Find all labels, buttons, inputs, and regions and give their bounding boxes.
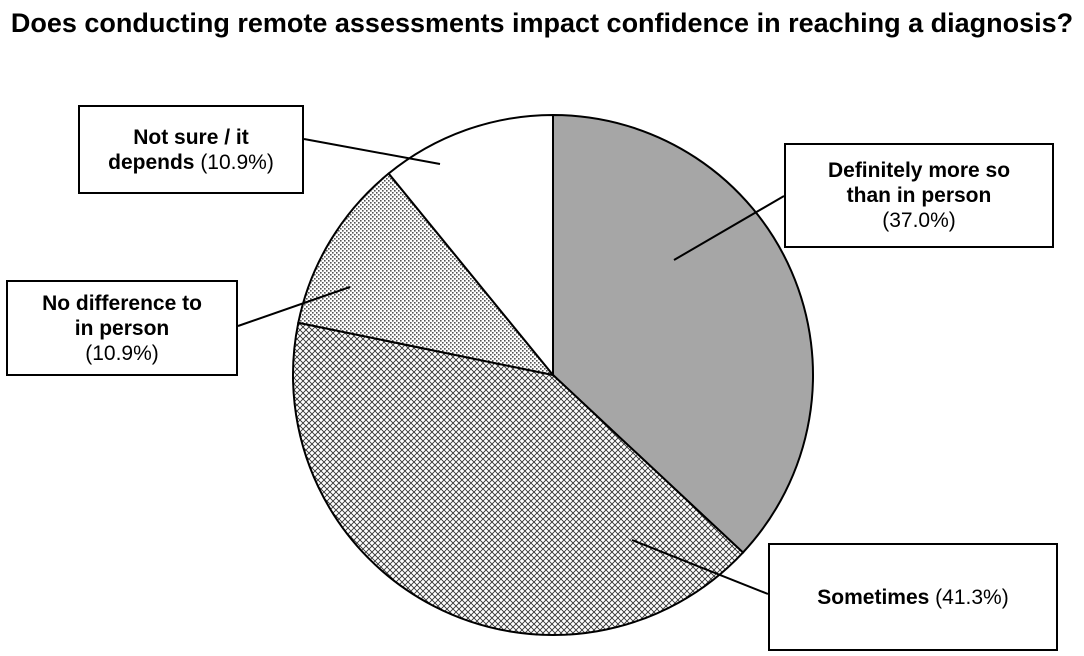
callout-no-difference-value: (10.9%) (85, 341, 159, 365)
callout-sometimes-label: Sometimes (817, 585, 930, 609)
callout-sometimes-value: (41.3%) (929, 585, 1009, 609)
leader-line-sometimes (631, 539, 769, 595)
callout-no-difference-line2: in person (74, 316, 170, 340)
callout-no-difference: No difference to in person (10.9%) (6, 280, 238, 376)
chart-title-text: Does conducting remote assessments impac… (10, 8, 1074, 38)
chart-title: Does conducting remote assessments impac… (0, 6, 1084, 40)
callout-definitely-line2: than in person (846, 184, 992, 207)
callout-not-sure-value: (10.9%) (194, 150, 274, 174)
pie-slice-sometimes (292, 321, 745, 636)
callout-definitely-value: (37.0%) (882, 209, 956, 232)
callout-sometimes: Sometimes (41.3%) (768, 543, 1058, 651)
pie-slice-not-sure-it-depends (387, 113, 554, 378)
pie-slice-no-difference-to-in-person (297, 172, 556, 377)
leader-line-not-sure (303, 138, 441, 165)
callout-no-difference-line1: No difference to (42, 291, 202, 315)
leader-line-definitely (673, 195, 785, 261)
callout-not-sure: Not sure / it depends (10.9%) (78, 105, 304, 194)
callout-definitely: Definitely more so than in person (37.0%… (784, 143, 1054, 248)
leader-line-no-difference (237, 286, 351, 327)
callout-not-sure-line1: Not sure / it (133, 125, 249, 149)
pie-slice-definitely-more-so-than-in-person (552, 113, 814, 554)
callout-not-sure-line2-label: depends (108, 150, 195, 174)
callout-definitely-line1: Definitely more so (827, 159, 1011, 182)
